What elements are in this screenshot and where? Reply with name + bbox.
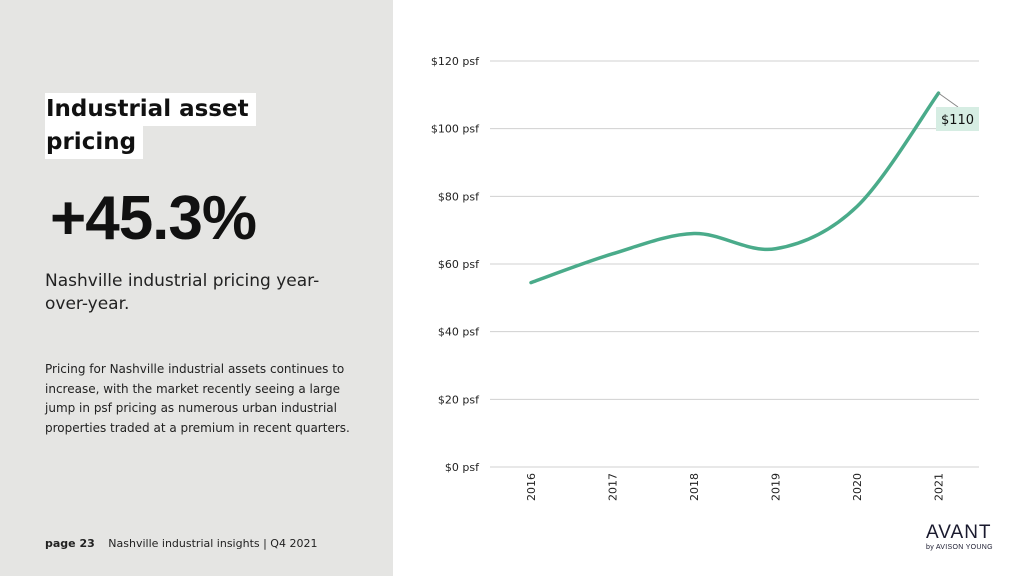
y-tick-label-40: $40 psf [438, 326, 480, 339]
x-tick-label-2016: 2016 [525, 473, 538, 501]
x-tick-label-2018: 2018 [688, 473, 701, 501]
logo-sub: by AVISON YOUNG [926, 544, 993, 551]
headline-line-1: Industrial asset [45, 93, 256, 126]
y-tick-label-100: $100 psf [431, 123, 480, 136]
headline: Industrial asset pricing [45, 93, 256, 159]
subhead: Nashville industrial pricing year-over-y… [45, 271, 320, 314]
y-tick-label-0: $0 psf [445, 461, 480, 474]
series-line [529, 91, 941, 285]
x-tick-label-2021: 2021 [933, 473, 946, 501]
footer: page 23 Nashville industrial insights | … [45, 537, 317, 550]
footer-text: Nashville industrial insights | Q4 2021 [108, 537, 318, 550]
line-chart: $0 psf $20 psf $40 psf $60 psf $80 psf $100 p… [431, 55, 979, 501]
x-tick-label-2020: 2020 [851, 473, 864, 501]
callout-box [936, 107, 979, 131]
y-tick-label-120: $120 psf [431, 55, 480, 68]
big-stat: +45.3% [50, 184, 257, 253]
y-tick-label-80: $80 psf [438, 190, 480, 203]
x-tick-label-2017: 2017 [607, 473, 620, 501]
x-tick-label-2019: 2019 [770, 473, 783, 501]
callout-leader [938, 92, 959, 108]
avant-logo: AVANT by AVISON YOUNG [926, 522, 993, 552]
callout-label: $110 [941, 113, 974, 128]
y-tick-label-20: $20 psf [438, 393, 480, 406]
y-tick-label-60: $60 psf [438, 258, 480, 271]
logo-brand: AVANT [926, 522, 992, 543]
headline-line-2: pricing [45, 126, 144, 159]
body-text: Pricing for Nashville industrial assets … [45, 362, 350, 435]
page-number: page 23 [45, 537, 95, 550]
